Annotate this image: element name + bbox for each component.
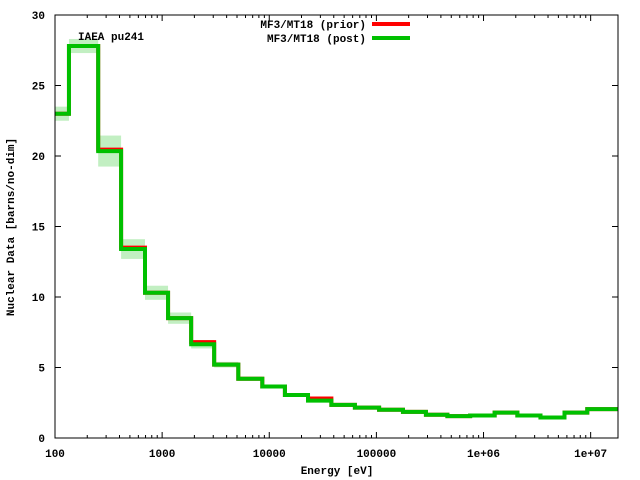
legend-label-prior: MF3/MT18 (prior) [260, 20, 366, 32]
x-tick-label: 100000 [357, 449, 397, 461]
x-tick-label: 1000 [149, 449, 175, 461]
series-lines [55, 44, 618, 420]
legend: MF3/MT18 (prior) MF3/MT18 (post) [260, 20, 410, 46]
y-tick-label: 10 [32, 293, 45, 305]
y-axis-label: Nuclear Data [barns/no-dim] [6, 138, 18, 316]
x-tick-label: 1e+06 [467, 449, 500, 461]
x-tick-label: 1e+07 [574, 449, 607, 461]
y-tick-label: 25 [32, 82, 46, 94]
y-tick-label: 5 [38, 364, 45, 376]
axis-ticks: 0 5 10 15 20 25 30 100 1000 10000 100000 1e+06 1e+07 [32, 11, 618, 461]
legend-label-post: MF3/MT18 (post) [267, 34, 366, 46]
y-tick-label: 15 [32, 223, 46, 235]
series-line-prior [55, 44, 618, 420]
uncertainty-bands [55, 38, 618, 419]
chart-title: IAEA pu241 [78, 32, 144, 44]
x-axis-label: Energy [eV] [301, 466, 374, 478]
plot-border [54, 14, 619, 439]
y-tick-label: 30 [32, 11, 45, 23]
x-tick-label: 10000 [253, 449, 286, 461]
y-tick-label: 20 [32, 152, 45, 164]
y-tick-label: 0 [38, 434, 45, 446]
series-line-post [55, 44, 618, 420]
x-tick-label: 100 [45, 449, 65, 461]
